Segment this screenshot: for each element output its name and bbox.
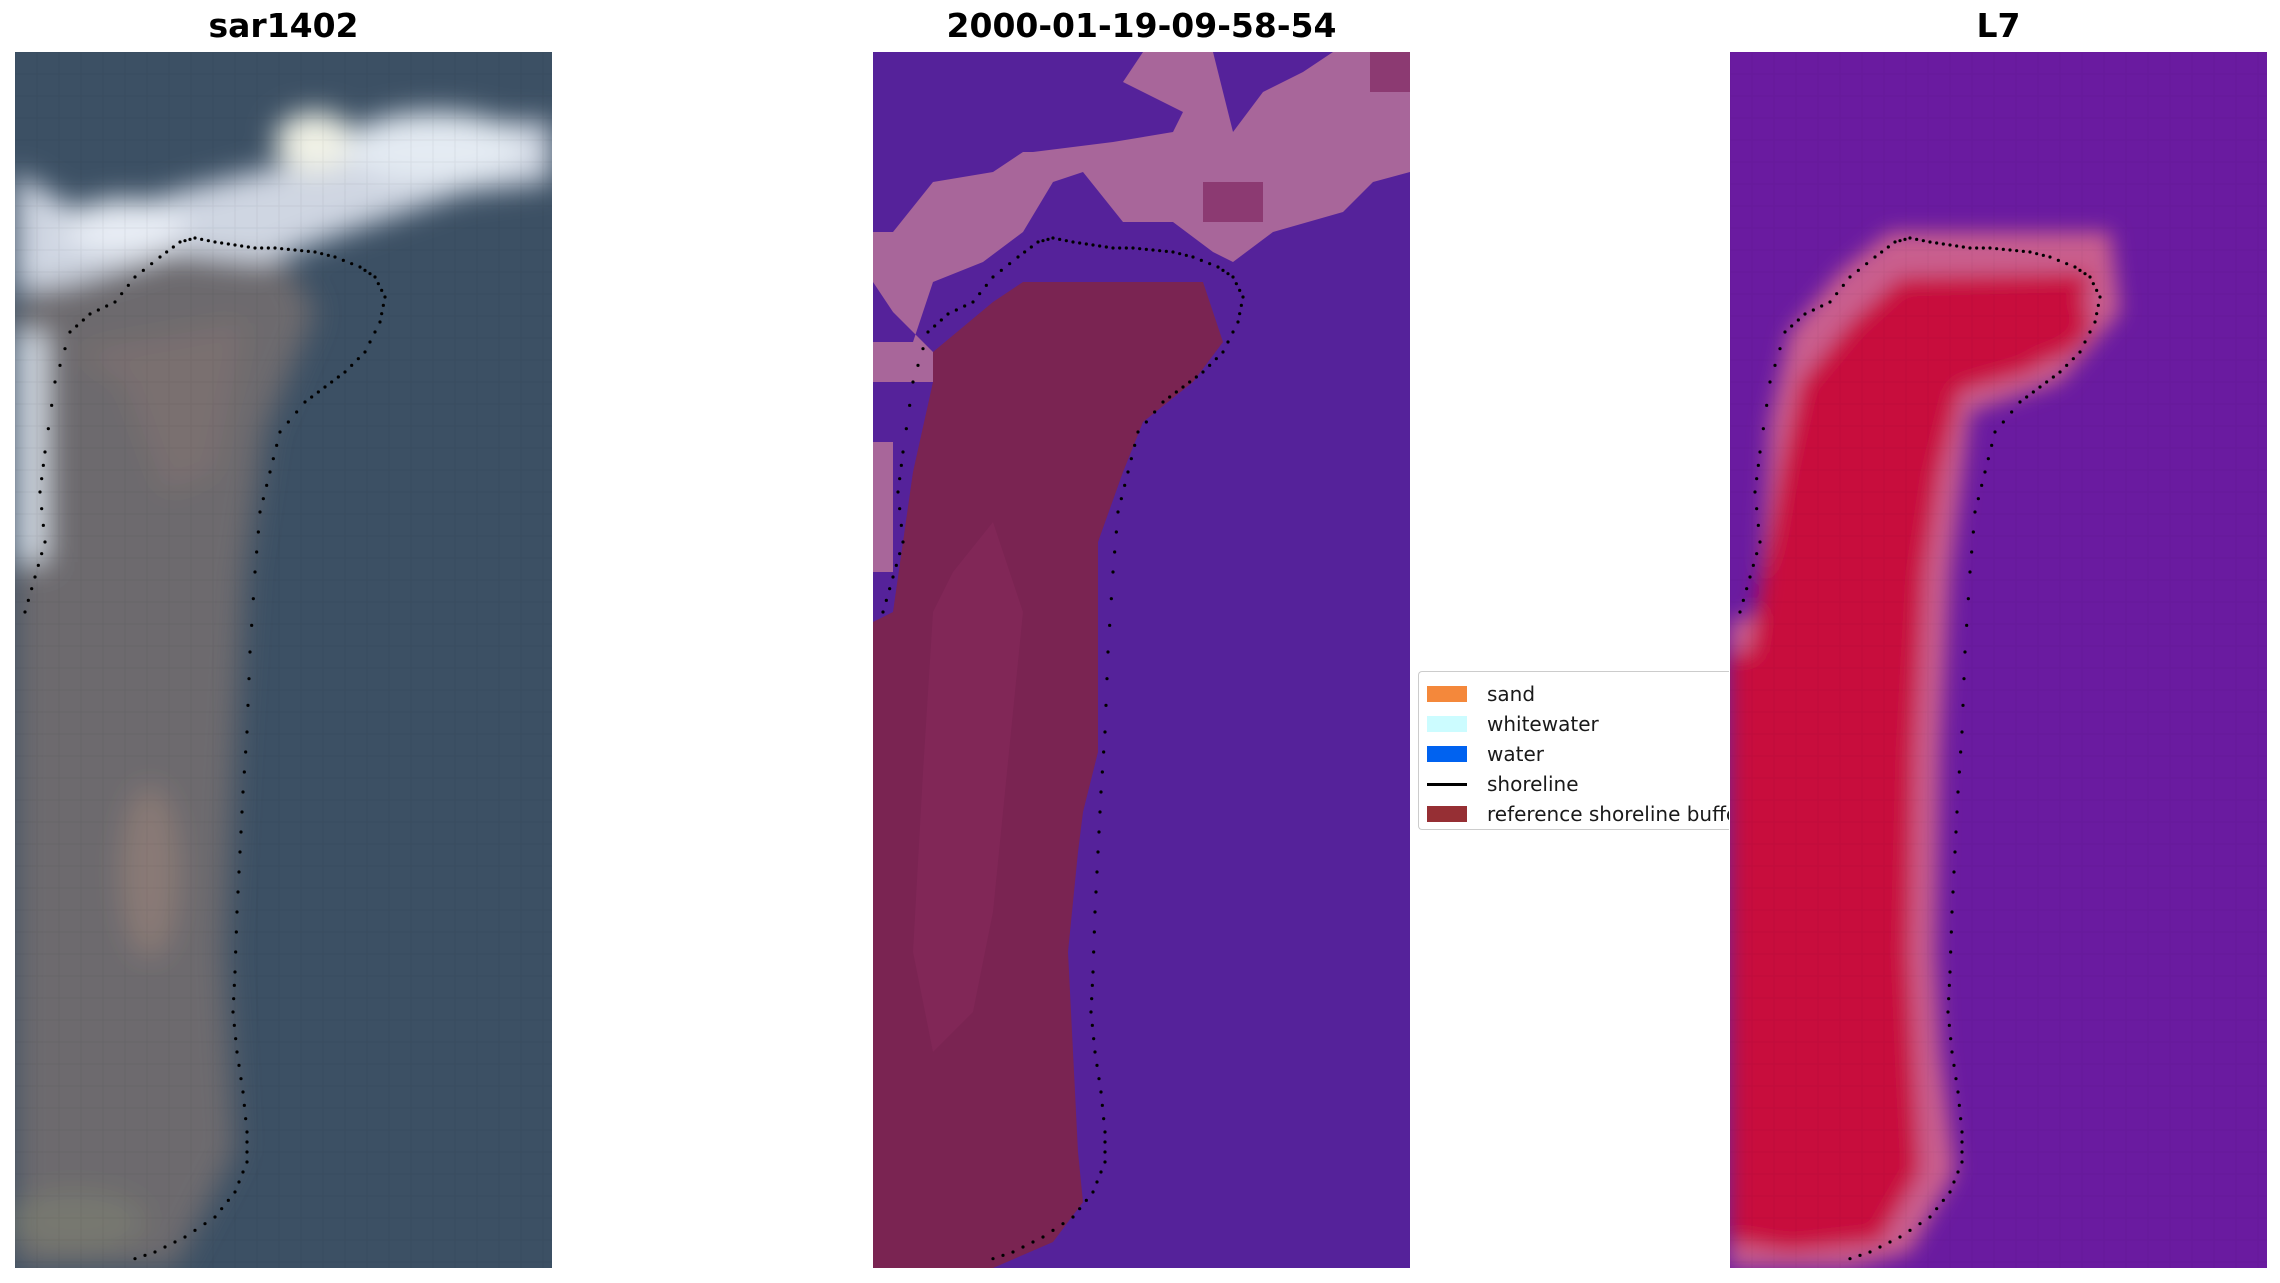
legend-label-sand: sand [1487,682,1536,706]
legend-label-shoreline: shoreline [1487,772,1579,796]
legend-item-sand: sand [1427,680,1535,708]
rgb-image [15,52,552,1268]
panel-title-satellite: L7 [1976,6,2021,45]
legend-label-reference-buffer: reference shoreline buffer [1487,802,1729,826]
panel-title-rgb: sar1402 [208,6,359,45]
legend-item-reference-buffer: reference shoreline buffer [1427,800,1729,828]
shoreline-swatch [1427,782,1467,786]
legend: sand whitewater water shoreline referenc… [1418,671,1729,830]
legend-label-whitewater: whitewater [1487,712,1599,736]
index-image [1730,52,2267,1268]
sand-swatch [1427,686,1467,702]
legend-item-whitewater: whitewater [1427,710,1599,738]
water-swatch [1427,746,1467,762]
legend-item-water: water [1427,740,1544,768]
legend-item-shoreline: shoreline [1427,770,1579,798]
index-panel [1730,52,2267,1268]
classification-image [873,52,1410,1268]
reference-buffer-swatch [1427,806,1467,822]
legend-label-water: water [1487,742,1544,766]
panel-title-date: 2000-01-19-09-58-54 [946,6,1337,45]
whitewater-swatch [1427,716,1467,732]
classification-panel [873,52,1410,1268]
rgb-image-panel [15,52,552,1268]
